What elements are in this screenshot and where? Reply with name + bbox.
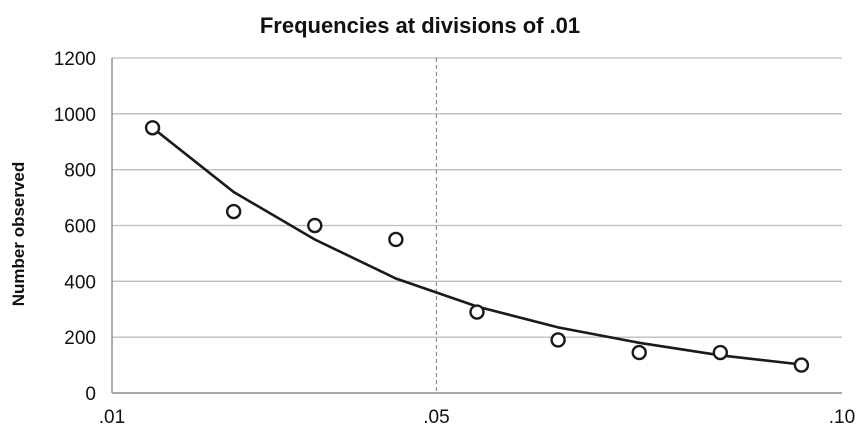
data-point <box>388 231 404 248</box>
gridlines <box>112 57 842 338</box>
axes <box>111 58 842 394</box>
data-point <box>793 357 810 373</box>
y-axis-label: Number observed <box>9 162 28 307</box>
x-tick-label: .10 <box>829 407 855 428</box>
y-tick-label: 1000 <box>54 105 96 126</box>
y-tick-label: 1200 <box>54 49 96 70</box>
trend-line-group <box>151 126 802 366</box>
data-point <box>712 344 729 361</box>
data-point <box>550 332 566 348</box>
trend-line <box>151 126 802 366</box>
data-points <box>144 120 810 373</box>
data-point <box>469 304 485 320</box>
data-point <box>225 203 242 220</box>
data-point <box>631 344 647 361</box>
y-tick-label: 200 <box>64 328 96 349</box>
data-point <box>144 120 161 136</box>
x-tick-label: .01 <box>99 407 125 428</box>
data-point <box>307 217 323 234</box>
y-tick-label: 400 <box>64 272 96 293</box>
y-tick-label: 600 <box>64 217 96 238</box>
tick-labels: 0 200 400 600 800 1000 1200 .01 .05 .10 <box>54 49 855 428</box>
y-tick-label: 0 <box>85 384 96 405</box>
chart-title: Frequencies at divisions of .01 <box>260 13 580 38</box>
y-tick-label: 800 <box>64 161 96 182</box>
x-tick-label: .05 <box>423 407 449 428</box>
